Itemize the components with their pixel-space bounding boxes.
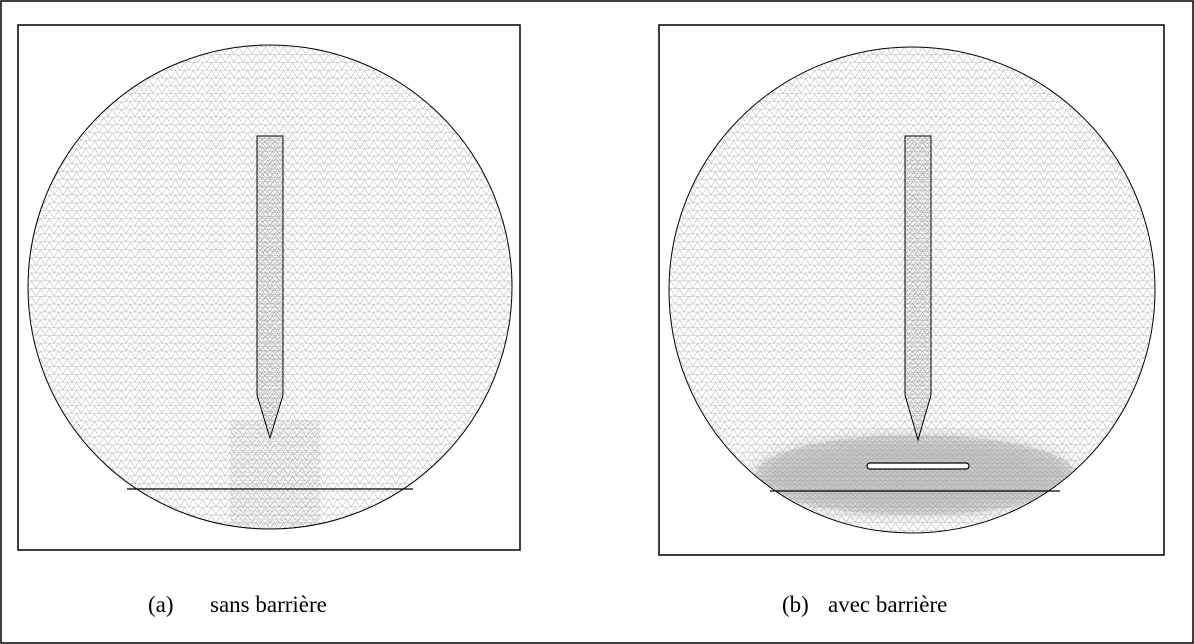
panel-tag: (b) [782, 592, 809, 617]
caption: avec barrière [828, 592, 947, 617]
caption: sans barrière [210, 592, 327, 617]
panel-tag: (a) [148, 592, 174, 617]
panel-b [659, 25, 1164, 555]
figure: (a) sans barrière (b) avec barrière [0, 0, 1194, 644]
panel-a [18, 25, 520, 550]
